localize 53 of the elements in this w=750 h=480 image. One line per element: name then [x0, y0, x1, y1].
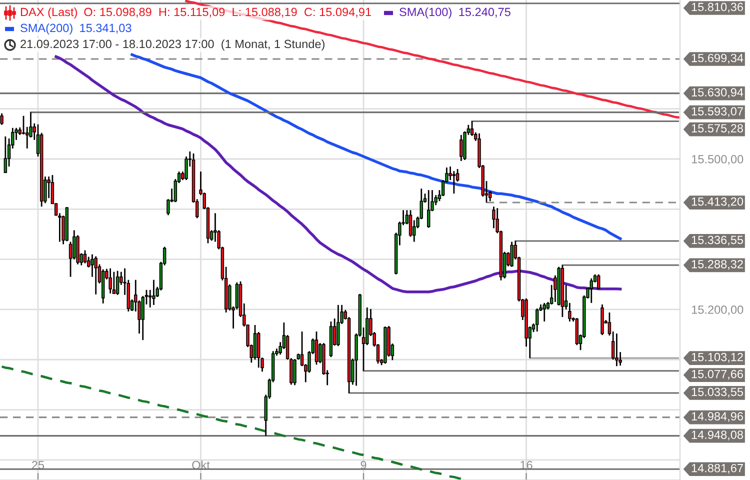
- legend-label: SMA(200): [20, 24, 72, 34]
- line-series: [130, 53, 622, 240]
- legend-label: DAX (Last): [20, 8, 77, 18]
- candlestick: [184, 156, 188, 181]
- candlestick: [22, 115, 26, 136]
- ref-line-label: 15.699,34: [692, 54, 744, 64]
- candlestick: [0, 112, 4, 126]
- candlestick: [90, 254, 94, 278]
- series-label: 15.336,55: [692, 236, 744, 246]
- ref-line-label: 14.881,67: [692, 464, 743, 474]
- candlestick: [460, 134, 463, 162]
- legend-label: SMA(100): [400, 8, 452, 18]
- ref-line-label: 14.984,96: [692, 412, 743, 422]
- annotation: 15.341,03: [80, 24, 132, 34]
- candlestick: [590, 278, 593, 304]
- candlestick: [597, 274, 600, 290]
- candlestick: [412, 219, 416, 242]
- series-label: 15.575,28: [692, 124, 744, 134]
- ref-line-label: 14.948,08: [692, 430, 744, 440]
- candlestick: [148, 289, 152, 308]
- candlestick: [470, 120, 474, 137]
- annotation: 21.09.2023 17:00 - 18.10.2023 17:00 (1 Monat, 1 Stunde): [20, 40, 324, 50]
- candlestick: [427, 189, 430, 228]
- candlestick: [83, 250, 87, 264]
- line-series: [0, 365, 462, 480]
- candlestick: [4, 136, 8, 174]
- candlestick: [108, 268, 112, 294]
- candlestick: [536, 308, 539, 332]
- candlestick: [542, 302, 546, 322]
- candlestick: [510, 241, 514, 268]
- y-tick-label: 15.500,00: [692, 155, 744, 165]
- candlestick: [336, 304, 340, 347]
- candlestick: [116, 270, 120, 296]
- ref-line-label: 15.630,94: [692, 88, 744, 98]
- y-tick-label: 15.200,00: [692, 306, 744, 316]
- candlestick: [94, 256, 98, 296]
- series-label: 15.288,32: [692, 260, 743, 270]
- candlestick: [112, 271, 116, 295]
- candlestick: [293, 358, 296, 386]
- annotation: 15.240,75: [459, 8, 510, 18]
- series-label: 15.593,07: [692, 107, 743, 117]
- candlestick: [615, 332, 618, 367]
- series-label: 15.103,12: [692, 352, 743, 363]
- candlestick: [492, 206, 496, 229]
- annotation: O: 15.098,89 H: 15.115,09 L: 15.088,19 C: 15.094,91: [84, 8, 371, 18]
- ref-line-label: 15.810,36: [692, 2, 743, 13]
- candlestick: [452, 170, 456, 194]
- candlestick: [152, 279, 156, 306]
- candlestick: [568, 302, 572, 322]
- series-label: 15.077,66: [692, 370, 743, 380]
- series-label: 15.033,55: [692, 388, 744, 398]
- candlestick: [314, 330, 318, 366]
- series-label: 15.413,20: [692, 197, 744, 208]
